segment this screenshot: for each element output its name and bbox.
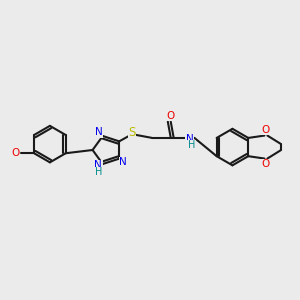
Text: N: N [186,134,194,144]
Text: S: S [128,126,136,139]
Text: H: H [188,140,195,151]
Text: O: O [11,148,20,158]
Text: N: N [119,158,127,167]
Text: O: O [262,125,270,135]
Text: O: O [167,111,175,121]
Text: O: O [262,159,270,170]
Text: H: H [95,167,103,177]
Text: N: N [95,127,103,137]
Text: N: N [94,160,102,170]
